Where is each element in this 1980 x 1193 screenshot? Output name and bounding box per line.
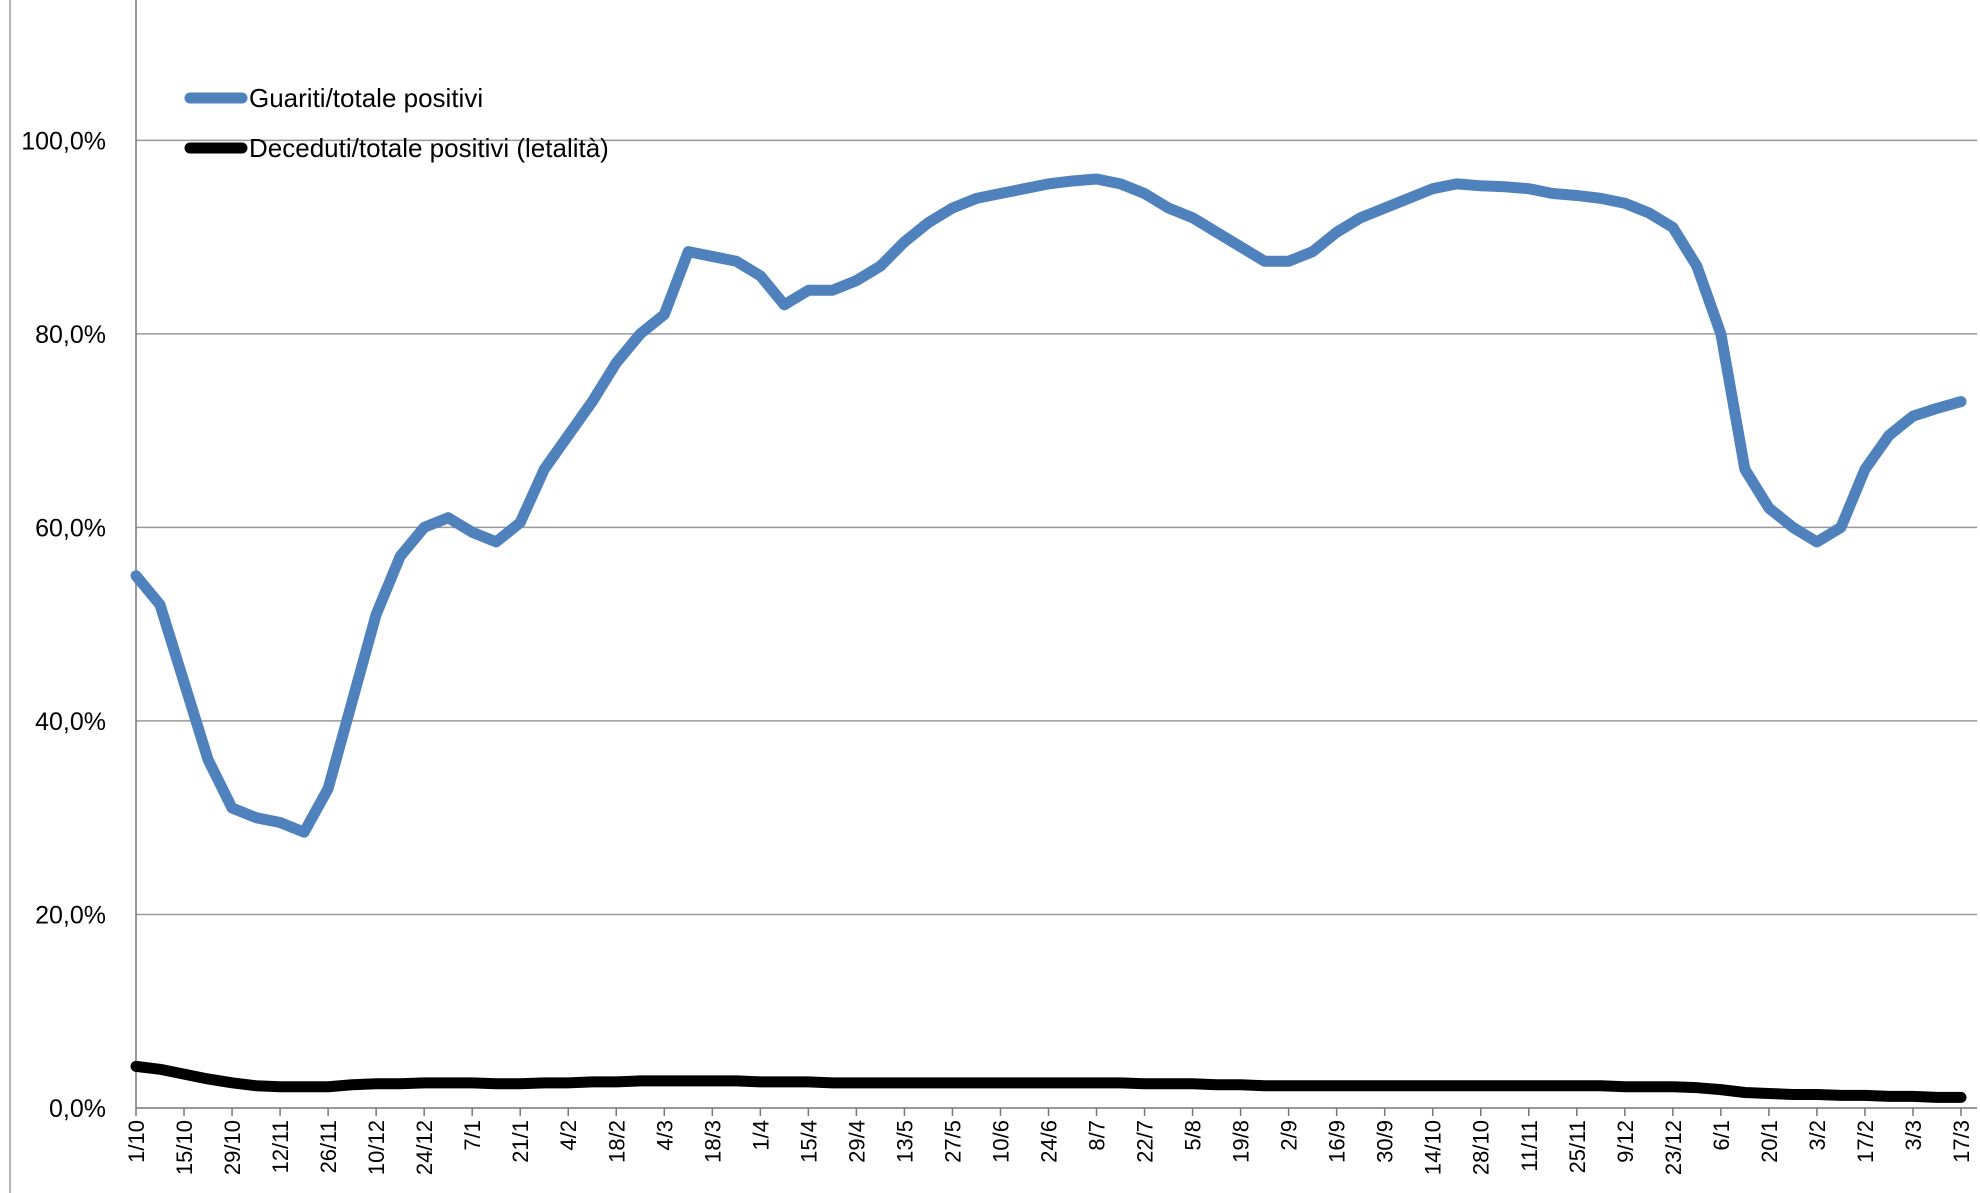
x-tick-label: 15/10 [172, 1120, 197, 1175]
y-tick-label: 40,0% [35, 708, 106, 736]
data-line [130, 1060, 1967, 1103]
y-tick-label: 80,0% [35, 321, 106, 349]
x-tick-label: 13/5 [892, 1120, 917, 1163]
x-tick-label: 12/11 [268, 1120, 293, 1173]
x-tick-label: 26/11 [316, 1120, 341, 1173]
x-tick-label: 10/6 [988, 1120, 1013, 1163]
x-tick-label: 25/11 [1565, 1120, 1590, 1173]
x-tick-label: 22/7 [1133, 1120, 1158, 1163]
x-tick-label: 1/4 [748, 1120, 773, 1151]
x-tick-label: 29/4 [844, 1120, 869, 1163]
x-tick-label: 3/2 [1805, 1120, 1830, 1151]
x-tick-label: 1/10 [124, 1120, 149, 1163]
x-tick-label: 5/8 [1181, 1120, 1206, 1151]
y-tick-label: 0,0% [49, 1095, 106, 1123]
legend-label: Guariti/totale positivi [249, 83, 483, 113]
x-tick-label: 24/6 [1037, 1120, 1062, 1163]
legend-label: Deceduti/totale positivi (letalità) [249, 133, 609, 163]
y-tick-label: 100,0% [21, 127, 106, 155]
x-tick-label: 8/7 [1085, 1120, 1110, 1151]
x-tick-label: 19/8 [1229, 1120, 1254, 1163]
x-tick-label: 21/1 [508, 1120, 533, 1163]
x-tick-label: 2/9 [1277, 1120, 1302, 1151]
x-tick-label: 15/4 [796, 1120, 821, 1163]
x-tick-label: 9/12 [1613, 1120, 1638, 1163]
x-tick-label: 20/1 [1757, 1120, 1782, 1163]
x-tick-label: 18/2 [604, 1120, 629, 1163]
x-tick-label: 29/10 [220, 1120, 245, 1175]
x-tick-label: 18/3 [700, 1120, 725, 1163]
x-tick-label: 4/3 [652, 1120, 677, 1151]
x-tick-label: 28/10 [1469, 1120, 1494, 1175]
x-tick-label: 11/11 [1517, 1120, 1542, 1172]
x-tick-label: 24/12 [412, 1120, 437, 1175]
x-tick-label: 7/1 [460, 1120, 485, 1151]
x-tick-label: 4/2 [556, 1120, 581, 1151]
x-tick-label: 23/12 [1661, 1120, 1686, 1175]
x-tick-label: 6/1 [1709, 1120, 1734, 1151]
x-tick-label: 17/2 [1853, 1120, 1878, 1163]
x-tick-label: 30/9 [1373, 1120, 1398, 1163]
x-tick-label: 3/3 [1901, 1120, 1926, 1151]
x-tick-label: 16/9 [1325, 1120, 1350, 1163]
x-tick-label: 10/12 [364, 1120, 389, 1175]
data-line [130, 173, 1967, 838]
y-tick-label: 60,0% [35, 514, 106, 542]
x-tick-label: 27/5 [940, 1120, 965, 1163]
x-tick-label: 14/10 [1421, 1120, 1446, 1175]
x-tick-label: 17/3 [1949, 1120, 1974, 1163]
y-tick-label: 20,0% [35, 901, 106, 929]
